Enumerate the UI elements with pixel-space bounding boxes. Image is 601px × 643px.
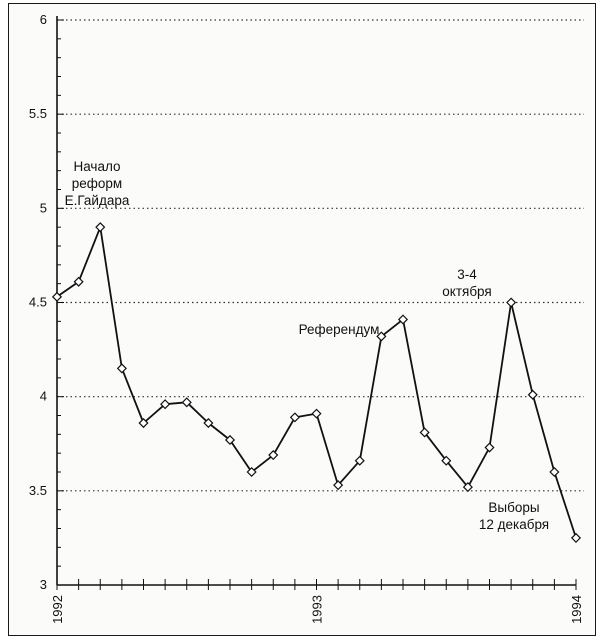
data-point	[333, 480, 344, 491]
x-tick-label: 1993	[310, 595, 325, 624]
y-tick-label: 4.5	[29, 295, 47, 310]
data-point	[203, 417, 214, 429]
data-point	[462, 482, 473, 493]
y-tick-label: 6	[40, 12, 47, 27]
y-tick-labels: 3 3.5 4 4.5 5 5.5 6	[29, 12, 47, 592]
data-point	[397, 314, 409, 325]
y-tick-label: 3	[40, 577, 47, 592]
annotation-text: Выборы	[488, 500, 539, 515]
data-point	[484, 442, 495, 453]
annotation-text: реформ	[72, 176, 122, 191]
y-tick-label: 3.5	[29, 483, 47, 498]
data-point	[354, 455, 365, 466]
data-point	[549, 466, 560, 478]
data-point	[160, 399, 171, 410]
x-tick-labels: 1992 1993 1994	[50, 595, 584, 624]
data-point	[289, 412, 300, 423]
data-point	[527, 389, 538, 400]
data-point	[246, 466, 257, 478]
line-chart: 3 3.5 4 4.5 5 5.5 6 1992 1993 1994 Начало реформ Е…	[29, 12, 584, 624]
data-series	[51, 222, 582, 543]
data-point	[51, 291, 63, 302]
data-point	[95, 222, 106, 233]
annotation-text: Референдум	[299, 322, 380, 337]
data-point	[506, 297, 517, 308]
y-tick-label: 5	[40, 200, 47, 215]
annotation-text: 3-4	[457, 267, 477, 282]
x-tick-label: 1994	[569, 595, 584, 624]
data-point	[73, 276, 84, 287]
data-point	[376, 331, 387, 342]
data-point	[181, 397, 192, 408]
x-tick-label: 1992	[50, 595, 65, 624]
data-point	[419, 427, 430, 438]
data-point	[116, 363, 127, 374]
gridlines	[57, 19, 584, 492]
data-point	[311, 408, 322, 419]
data-point	[138, 417, 149, 429]
chart-frame: 3 3.5 4 4.5 5 5.5 6 1992 1993 1994 Начало реформ Е…	[8, 3, 596, 636]
data-point	[268, 450, 279, 461]
data-point	[441, 455, 452, 466]
data-point	[570, 532, 582, 543]
annotation-text: октября	[442, 284, 491, 299]
y-tick-label: 5.5	[29, 106, 47, 121]
y-tick-label: 4	[40, 389, 47, 404]
annotation-text: 12 декабря	[479, 517, 549, 532]
data-point	[224, 434, 236, 446]
annotations: Начало реформ Е.Гайдара Референдум 3-4 октябр…	[65, 159, 550, 532]
annotation-text: Е.Гайдара	[65, 193, 130, 208]
annotation-text: Начало	[73, 159, 120, 174]
